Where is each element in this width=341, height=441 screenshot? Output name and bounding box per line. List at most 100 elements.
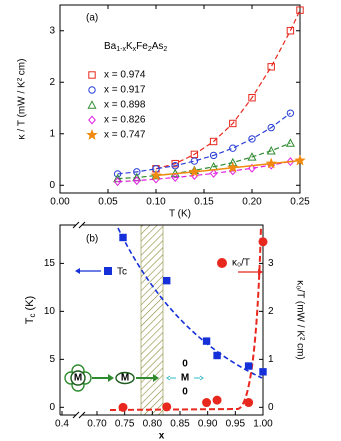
panel-label: (b) (86, 234, 98, 245)
legend-label: x = 0.826 (104, 115, 146, 126)
formula: Ba1-xKxFe2As2 (104, 41, 167, 53)
y2-tick-label: 3 (268, 258, 274, 269)
marker (118, 402, 128, 412)
y-tick-label: 0 (49, 180, 55, 191)
marker (258, 237, 268, 247)
x-tick-label: 0.20 (242, 197, 262, 208)
marker (265, 157, 277, 169)
y-tick-label: 2 (49, 77, 55, 88)
marker (294, 154, 306, 166)
marker (285, 138, 295, 147)
marker (212, 395, 222, 405)
diagram-label: M (121, 373, 129, 384)
marker (150, 169, 162, 181)
marker (209, 151, 218, 160)
marker (267, 123, 275, 132)
legend-marker (104, 267, 112, 275)
legend-label: x = 0.974 (104, 70, 146, 81)
y2-tick-label: 2 (268, 306, 274, 317)
legend-arrow-head (258, 269, 263, 275)
y-tick-label: 15 (44, 258, 56, 269)
x-tick-label: 0.70 (87, 419, 107, 430)
marker (227, 161, 239, 173)
marker (244, 362, 253, 370)
marker (113, 177, 122, 187)
x-tick-label: 0.25 (290, 197, 310, 208)
marker (163, 276, 171, 285)
y-label-part: T (24, 317, 36, 324)
formula-part: Fe (136, 41, 148, 52)
formula-part: 1-x (116, 46, 126, 53)
formula-part: As (152, 41, 164, 52)
y-label-part: c (28, 314, 37, 318)
marker (286, 27, 295, 35)
formula-part: 2 (148, 46, 152, 53)
x-tick-label: 0.4 (55, 419, 69, 430)
legend-arrow-head (75, 268, 80, 274)
hatched-region (140, 224, 164, 416)
marker (229, 119, 237, 128)
axis-break (72, 221, 86, 419)
x-tick-label: 0.85 (170, 419, 190, 430)
marker (202, 337, 211, 345)
marker (188, 165, 201, 177)
panel-label: (a) (86, 13, 98, 24)
formula-part: x (133, 46, 137, 53)
legend-label: κ₀/T (232, 258, 250, 269)
marker (119, 233, 127, 242)
marker (171, 159, 179, 168)
x-axis-label: x (159, 431, 165, 441)
fit-line (117, 142, 291, 180)
legend-label: x = 0.747 (104, 130, 146, 141)
y-tick-label: 0 (49, 402, 55, 413)
legend-marker (217, 258, 227, 268)
marker (244, 398, 254, 408)
y2-axis-label: κ₀/T (mW / K² cm) (294, 280, 305, 360)
marker (162, 402, 172, 412)
legend-marker (88, 86, 96, 94)
legend-marker (88, 71, 96, 79)
marker (267, 63, 275, 71)
marker (248, 135, 256, 143)
plot-frame (59, 224, 264, 416)
marker (190, 157, 199, 165)
marker (266, 146, 276, 155)
fit-line (117, 160, 291, 183)
x-tick-label: 1.00 (253, 419, 273, 430)
marker (113, 173, 123, 183)
marker (132, 176, 141, 186)
panel-a: 0.00 0.05 0.10 0.15 0.20 0.25 0 1 2 3 T (K) κ / T (… (17, 4, 310, 220)
x-axis-label: T (K) (169, 209, 191, 220)
fit-line (155, 9, 301, 170)
legend-label: Tc (117, 267, 127, 278)
marker (259, 368, 267, 376)
x-tick-label: 0.75 (115, 419, 135, 430)
legend-label: x = 0.898 (104, 100, 146, 111)
y-tick-label: 10 (44, 306, 56, 317)
y-tick-label: 1 (49, 128, 55, 139)
marker (113, 170, 122, 178)
legend-marker (88, 115, 96, 125)
legend-marker (86, 129, 98, 140)
marker (229, 144, 237, 152)
marker (209, 137, 218, 146)
x-tick-label: 0.00 (50, 197, 70, 208)
diagram-label: 0 (182, 359, 188, 370)
legend-label: x = 0.917 (104, 85, 146, 96)
formula-part: 2 (163, 46, 167, 53)
y-tick-label: 5 (49, 354, 55, 365)
formula-part: K (126, 41, 133, 52)
x-tick-label: 0.80 (143, 419, 163, 430)
x-tick-label: 0.15 (194, 197, 214, 208)
diagram-label: M (181, 373, 189, 384)
marker (248, 94, 256, 102)
marker (209, 168, 218, 178)
diagram-label: 0 (182, 387, 188, 398)
marker (213, 351, 221, 360)
marker (286, 157, 295, 167)
x-tick-label: 0.95 (226, 419, 246, 430)
diagram-label: M (74, 373, 82, 384)
x-tick-label: 0.10 (146, 197, 166, 208)
y-axis-label: κ / T (mW / K² cm) (17, 59, 28, 140)
